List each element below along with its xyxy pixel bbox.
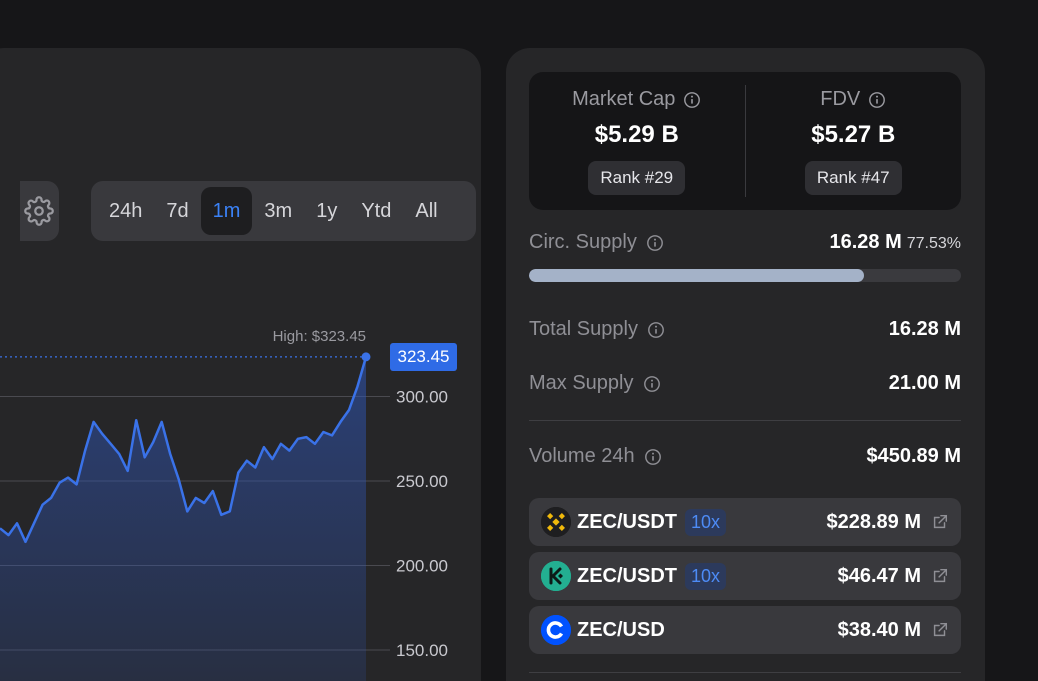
price-line [0,356,368,544]
volume-24h-value: $450.89 M [866,445,961,467]
fdv-card: FDV $5.27 B Rank #47 [746,72,962,210]
info-icon[interactable] [647,321,665,339]
external-link-icon[interactable] [931,513,949,531]
fdv-rank-badge: Rank #47 [804,161,902,195]
max-supply-row: Max Supply 21.00 M [529,372,961,395]
info-icon[interactable] [646,234,664,252]
circ-supply-progress [529,269,961,282]
info-icon[interactable] [644,448,662,466]
circ-supply-row: Circ. Supply 16.28 M 77.53% [529,231,961,254]
total-supply-row: Total Supply 16.28 M [529,318,961,341]
y-tick-label: 150.00 [396,641,448,660]
fdv-label: FDV [820,88,861,110]
external-link-icon[interactable] [931,567,949,585]
pair-volume: $38.40 M [837,618,921,641]
market-cap-card: Market Cap $5.29 B Rank #29 [529,72,745,210]
y-tick-label: 200.00 [396,557,448,576]
kucoin-icon [541,561,571,591]
circ-supply-value: 16.28 M [829,231,902,253]
max-supply-value: 21.00 M [888,372,961,394]
divider [529,672,961,673]
total-supply-value: 16.28 M [888,318,961,340]
volume-24h-label: Volume 24h [529,445,635,467]
range-3m-button[interactable]: 3m [264,199,293,222]
market-cap-value: $5.29 B [594,121,679,148]
info-icon[interactable] [868,91,886,109]
range-ytd-button[interactable]: Ytd [361,199,392,222]
info-icon[interactable] [643,375,661,393]
market-cap-label: Market Cap [572,88,676,110]
binance-icon [541,507,571,537]
gear-icon [23,196,54,226]
external-link-icon[interactable] [931,621,949,639]
y-tick-label: 300.00 [396,388,448,407]
pair-volume: $228.89 M [826,510,921,533]
pair-row-coinbase[interactable]: ZEC/USD $38.40 M [529,606,961,654]
pair-row-kucoin[interactable]: ZEC/USDT 10x $46.47 M [529,552,961,600]
high-label: High: $323.45 [273,328,366,345]
info-icon[interactable] [683,91,701,109]
chart-settings-button[interactable] [20,181,59,241]
pair-name: ZEC/USDT [577,564,677,587]
high-point [361,352,371,362]
valuation-box: Market Cap $5.29 B Rank #29 FDV $5.27 B … [529,72,961,210]
pair-row-binance[interactable]: ZEC/USDT 10x $228.89 M [529,498,961,546]
max-supply-label: Max Supply [529,372,634,394]
range-1m-button[interactable]: 1m [200,187,253,235]
divider [744,85,746,197]
price-chart[interactable]: High: $323.45 323.45 300.00 250.00 200.00 1… [0,0,481,681]
time-range-selector: 24h 7d 1m 3m 1y Ytd All [91,181,476,241]
y-tick-label: 250.00 [396,472,448,491]
coinbase-icon [541,615,571,645]
token-stats-panel: Market Cap $5.29 B Rank #29 FDV $5.27 B … [506,48,985,681]
market-cap-rank-badge: Rank #29 [588,161,686,195]
range-24h-button[interactable]: 24h [109,199,143,222]
circ-supply-percent: 77.53% [906,235,961,252]
divider [529,420,961,421]
pair-name: ZEC/USD [577,618,665,641]
fdv-value: $5.27 B [811,121,896,148]
total-supply-label: Total Supply [529,318,638,340]
price-area [0,356,366,681]
range-1y-button[interactable]: 1y [316,199,338,222]
pair-name: ZEC/USDT [577,510,677,533]
range-7d-button[interactable]: 7d [166,199,189,222]
leverage-badge: 10x [685,562,727,590]
circ-supply-label: Circ. Supply [529,231,637,253]
current-price-tag: 323.45 [398,347,450,366]
circ-supply-progress-fill [529,269,864,282]
pair-volume: $46.47 M [837,564,921,587]
range-all-button[interactable]: All [415,199,438,222]
volume-24h-row: Volume 24h $450.89 M [529,445,961,468]
leverage-badge: 10x [685,508,727,536]
current-price-tag-bg [390,343,457,371]
